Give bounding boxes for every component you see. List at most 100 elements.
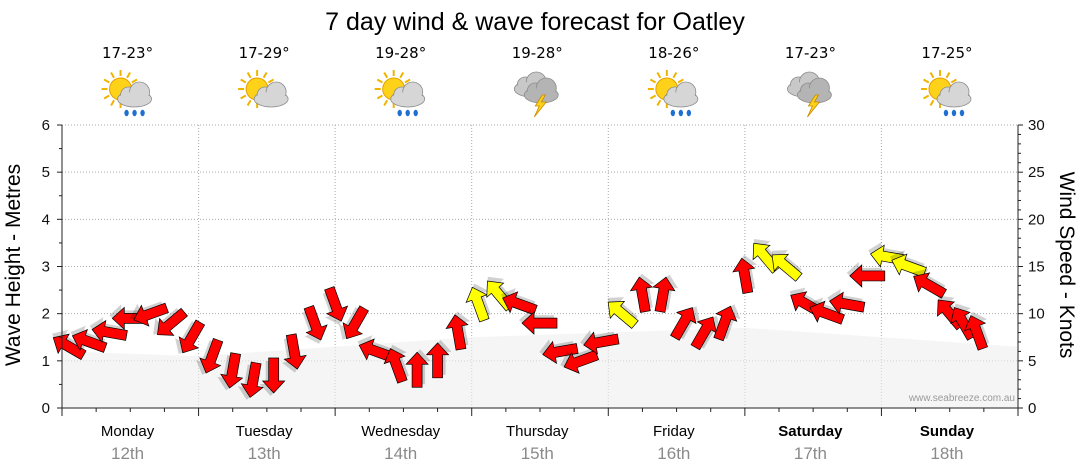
wind-arrow	[890, 250, 927, 278]
wind-arrow	[383, 344, 409, 384]
axes: 0 1 2 3 4 5 6 0 5 10 15 20 25 30	[42, 117, 1045, 417]
wind-arrow	[607, 297, 639, 329]
raindrops-icon	[670, 109, 692, 117]
wind-arrow	[405, 349, 432, 388]
wind-arrow	[652, 274, 679, 313]
partly-cloudy-showers-icon	[374, 70, 426, 117]
wind-arrow	[912, 268, 947, 299]
chart-title: 7 day wind & wave forecast for Oatley	[325, 8, 745, 36]
wind-arrow	[560, 348, 600, 374]
temperature-range: 17-23°	[102, 44, 153, 62]
wind-arrow	[52, 330, 87, 360]
y-tick-label-right: 0	[1028, 400, 1036, 417]
day-label: Thursday	[506, 423, 569, 440]
wind-arrow	[153, 307, 188, 336]
y-axis-left-label: Wave Height - Metres	[2, 164, 25, 366]
wind-arrow	[465, 283, 491, 323]
wind-arrow	[539, 339, 579, 364]
wind-arrow	[302, 304, 328, 344]
y-tick-label-left: 5	[42, 164, 50, 181]
wind-arrow	[771, 249, 803, 282]
wind-arrow	[237, 361, 264, 400]
y-tick-label-right: 20	[1028, 211, 1045, 228]
cloud-icon	[523, 77, 559, 104]
partly-cloudy-icon	[238, 70, 289, 108]
wind-arrow	[175, 319, 206, 354]
cloud-icon	[797, 77, 832, 104]
wind-series	[52, 239, 990, 400]
wind-arrow	[89, 317, 128, 344]
wind-arrow	[339, 305, 369, 340]
credit-text: www.seabreeze.com.au	[908, 393, 1015, 404]
day-label: Wednesday	[361, 423, 440, 440]
date-label: 17th	[794, 444, 827, 463]
day-label: Monday	[101, 423, 155, 440]
wind-arrow	[259, 357, 286, 396]
day-label: Friday	[653, 423, 695, 440]
wind-arrow	[629, 273, 655, 313]
raindrops-icon	[397, 109, 418, 117]
wind-arrow	[732, 254, 758, 294]
cloud-icon	[117, 81, 152, 108]
y-tick-label-right: 10	[1028, 306, 1045, 323]
y-tick-label-left: 0	[42, 400, 50, 417]
temperature-range: 18-26°	[648, 44, 699, 62]
x-axis-days: Monday 12th Tuesday 13th Wednesday 14th Thursd…	[101, 423, 975, 463]
partly-cloudy-showers-icon	[647, 70, 699, 117]
wind-arrow	[827, 288, 866, 315]
y-tick-label-right: 5	[1028, 353, 1036, 370]
y-tick-label-left: 4	[42, 211, 50, 228]
storm-icon	[513, 71, 559, 118]
y-tick-label-right: 15	[1028, 259, 1045, 276]
wind-arrow	[217, 352, 244, 391]
date-label: 13th	[248, 444, 281, 463]
y-tick-label-right: 25	[1028, 164, 1045, 181]
cloud-icon	[936, 81, 972, 108]
day-label: Saturday	[778, 423, 843, 440]
wind-arrow	[425, 339, 452, 379]
raindrops-icon	[943, 109, 965, 117]
wind-arrow	[808, 297, 845, 325]
wind-arrow	[70, 325, 108, 353]
date-label: 15th	[521, 444, 554, 463]
wind-arrow	[500, 287, 538, 316]
wind-arrow	[580, 329, 620, 355]
wind-arrow	[357, 335, 395, 363]
date-label: 12th	[111, 444, 144, 463]
wind-arrow	[281, 333, 307, 373]
wind-arrow	[322, 286, 349, 325]
y-axis-right-label: Wind Speed - Knots	[1055, 172, 1078, 359]
temperature-range: 19-28°	[512, 44, 563, 62]
wave-height-area	[62, 327, 1018, 408]
temperature-range: 17-29°	[239, 44, 290, 62]
wind-arrow	[445, 311, 471, 351]
storm-icon	[787, 71, 832, 118]
temperature-range: 17-23°	[785, 44, 836, 62]
temperature-range: 17-25°	[921, 44, 972, 62]
raindrops-icon	[124, 109, 145, 117]
day-label: Tuesday	[236, 423, 293, 440]
y-tick-label-left: 3	[42, 259, 50, 276]
date-label: 14th	[384, 444, 417, 463]
date-label: 18th	[930, 444, 963, 463]
cloud-icon	[390, 81, 426, 108]
wind-arrow	[690, 315, 721, 351]
y-tick-label-right: 30	[1028, 117, 1045, 134]
wind-arrow	[846, 261, 886, 288]
wind-arrow	[195, 337, 224, 375]
cloud-icon	[663, 81, 699, 108]
wind-arrow	[130, 301, 169, 327]
lightning-icon	[807, 94, 821, 118]
partly-cloudy-showers-icon	[920, 70, 972, 117]
wind-arrow	[519, 309, 558, 335]
cloud-icon	[253, 81, 289, 108]
date-label: 16th	[657, 444, 690, 463]
y-tick-label-left: 6	[42, 117, 50, 134]
y-tick-label-left: 1	[42, 353, 50, 370]
wind-arrow	[713, 304, 741, 342]
lightning-icon	[533, 94, 548, 118]
y-tick-label-left: 2	[42, 306, 50, 323]
temperature-range: 19-28°	[375, 44, 426, 62]
day-label: Sunday	[920, 423, 975, 440]
